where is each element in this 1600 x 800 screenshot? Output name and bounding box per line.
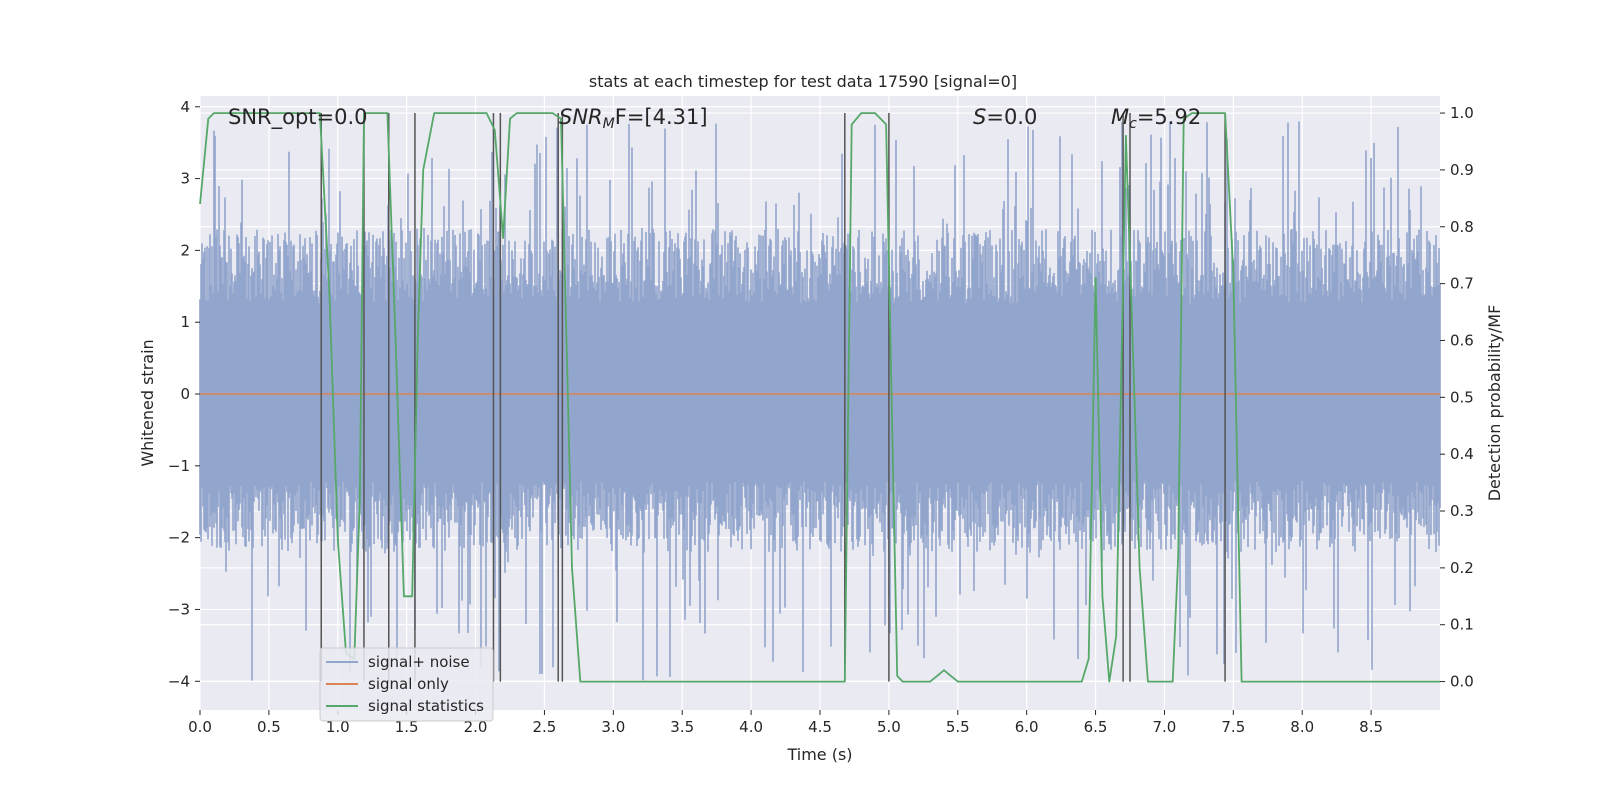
y2-tick-label-4: 0.4: [1450, 445, 1474, 463]
y2-tick-label-9: 0.9: [1450, 161, 1474, 179]
y2-tick-label-0: 0.0: [1450, 673, 1474, 691]
y-axis-label: Whitened strain: [138, 339, 157, 466]
y-tick-label-8: 4: [180, 98, 190, 116]
y-tick-label-1: −3: [168, 600, 190, 618]
series-signal-statistics: [199, 112, 1440, 683]
x-tick-label-6: 3.0: [601, 718, 625, 736]
y-tick-label-2: −2: [168, 529, 190, 547]
y-tick-label-3: −1: [168, 457, 190, 475]
x-tick-label-12: 6.0: [1015, 718, 1039, 736]
x-tick-label-4: 2.0: [464, 718, 488, 736]
x-tick-label-3: 1.5: [395, 718, 419, 736]
x-tick-label-11: 5.5: [946, 718, 970, 736]
legend-label-signal-statistics: signal statistics: [368, 697, 484, 715]
annotation-mc: Mc=5.92: [1111, 105, 1201, 132]
x-tick-label-2: 1.0: [326, 718, 350, 736]
y2-tick-label-8: 0.8: [1450, 218, 1474, 236]
legend-label-signal-noise: signal+ noise: [368, 653, 470, 671]
y2-tick-label-6: 0.6: [1450, 331, 1474, 349]
y-tick-label-6: 2: [180, 241, 190, 259]
legend-box: [319, 647, 494, 722]
x-axis-label: Time (s): [786, 745, 852, 764]
x-tick-label-14: 7.0: [1153, 718, 1177, 736]
legend-label-signal-only: signal only: [368, 675, 449, 693]
annotation-s-main: S: [973, 105, 986, 129]
y2-axis-label: Detection probability/MF: [1485, 305, 1504, 502]
signal-statistics-line: [199, 112, 1440, 683]
annotation-snr-mf: SNRMF=[4.31]: [559, 105, 708, 132]
y2-tick-label-7: 0.7: [1450, 275, 1474, 293]
y-tick-label-7: 3: [180, 170, 190, 188]
x-tick-label-1: 0.5: [257, 718, 281, 736]
y2-tick-label-1: 0.1: [1450, 616, 1474, 634]
y2-axis-ticks: 0.0 0.1 0.2 0.3 0.4 0.5 0.6 0.7 0.8 0.9 1.0: [1440, 104, 1474, 691]
y-tick-label-4: 0: [180, 385, 190, 403]
x-tick-label-13: 6.5: [1084, 718, 1108, 736]
y2-tick-label-2: 0.2: [1450, 559, 1474, 577]
annotation-s-rest: =0.0: [986, 105, 1037, 129]
y2-tick-label-3: 0.3: [1450, 502, 1474, 520]
x-axis-ticks: 0.0 0.5 1.0 1.5 2.0 2.5 3.0 3.5 4.0 4.5 5.0 5.5 6.0 6…: [188, 710, 1383, 736]
y-tick-label-0: −4: [168, 672, 190, 690]
annotation-mc-sub: c: [1129, 116, 1137, 132]
x-tick-label-15: 7.5: [1221, 718, 1245, 736]
x-tick-label-16: 8.0: [1290, 718, 1314, 736]
x-tick-label-8: 4.0: [739, 718, 763, 736]
x-tick-label-10: 5.0: [877, 718, 901, 736]
annotation-mc-rest: =5.92: [1137, 105, 1201, 129]
annotation-snr-opt: SNR_opt=0.0: [228, 105, 368, 130]
x-tick-label-7: 3.5: [670, 718, 694, 736]
x-tick-label-17: 8.5: [1359, 718, 1383, 736]
y-axis-ticks: −4 −3 −2 −1 0 1 2 3 4: [168, 98, 200, 690]
annotation-mc-main: M: [1111, 105, 1129, 129]
annotation-s: S=0.0: [973, 105, 1037, 129]
annotation-snr-mf-rest: F=[4.31]: [615, 105, 708, 129]
y2-tick-label-10: 1.0: [1450, 104, 1474, 122]
annotation-snr-mf-main: SNR: [559, 105, 603, 129]
x-tick-label-5: 2.5: [533, 718, 557, 736]
y-tick-label-5: 1: [180, 313, 190, 331]
x-tick-label-0: 0.0: [188, 718, 212, 736]
chart-title: stats at each timestep for test data 175…: [589, 72, 1017, 91]
x-tick-label-9: 4.5: [808, 718, 832, 736]
y2-tick-label-5: 0.5: [1450, 388, 1474, 406]
annotation-snr-mf-sub: M: [603, 116, 615, 132]
legend: signal+ noise signal only signal statist…: [319, 647, 494, 722]
